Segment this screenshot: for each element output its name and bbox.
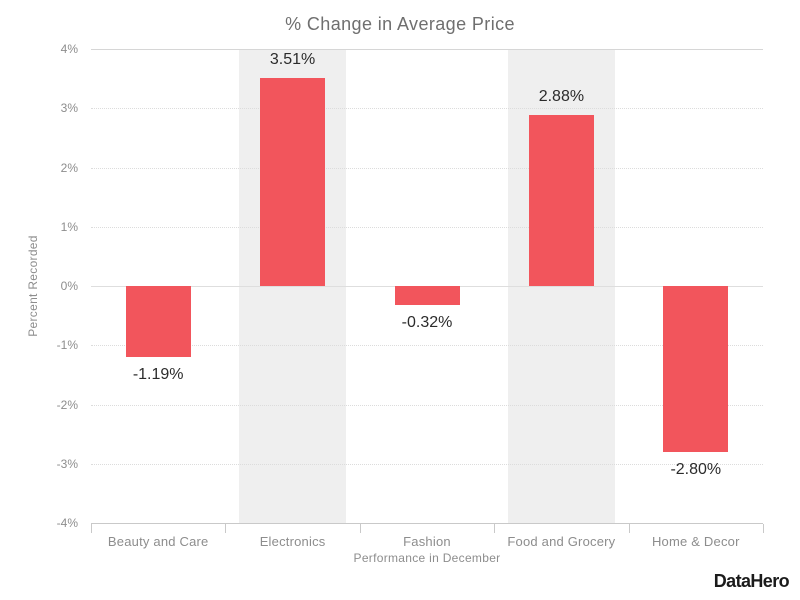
bar[interactable] bbox=[260, 78, 326, 286]
grid-line bbox=[91, 345, 763, 347]
bar-value-label: -0.32% bbox=[401, 313, 453, 331]
bar[interactable] bbox=[125, 286, 191, 357]
y-tick-label: 0% bbox=[60, 279, 78, 293]
x-axis-line bbox=[91, 523, 763, 524]
bar[interactable] bbox=[528, 115, 594, 286]
category-label: Food and Grocery bbox=[507, 534, 616, 549]
bar[interactable] bbox=[663, 286, 729, 452]
grid-line bbox=[91, 49, 763, 50]
y-tick-label: -1% bbox=[56, 338, 78, 353]
y-tick-label: 4% bbox=[60, 42, 78, 56]
x-axis-tick bbox=[91, 524, 92, 533]
x-axis-tick bbox=[628, 524, 630, 533]
y-tick-label: 2% bbox=[60, 160, 78, 175]
category-label: Electronics bbox=[259, 534, 326, 549]
y-tick-label: -2% bbox=[56, 397, 78, 412]
x-axis-title: Performance in December bbox=[353, 551, 501, 565]
y-tick-label: -3% bbox=[56, 456, 78, 471]
bar[interactable] bbox=[394, 286, 460, 305]
grid-line bbox=[91, 404, 763, 406]
category-label: Home & Decor bbox=[651, 534, 740, 549]
y-tick-label: 1% bbox=[60, 219, 78, 234]
bar-value-label: 2.88% bbox=[538, 88, 585, 106]
x-axis-tick bbox=[359, 524, 361, 533]
bar-value-label: 3.51% bbox=[269, 51, 316, 69]
category-label: Fashion bbox=[403, 534, 451, 549]
bar-value-label: -1.19% bbox=[132, 365, 184, 383]
x-axis-tick bbox=[494, 524, 496, 533]
y-tick-label: 3% bbox=[60, 101, 78, 116]
grid-line bbox=[91, 167, 763, 169]
bar-value-label: -2.80% bbox=[670, 460, 722, 478]
y-tick-label: -4% bbox=[56, 516, 78, 530]
datahero-logo: DataHero bbox=[713, 571, 790, 591]
grid-line bbox=[91, 463, 763, 465]
grid-line bbox=[91, 226, 763, 228]
grid-line bbox=[91, 108, 763, 110]
category-label: Beauty and Care bbox=[107, 534, 209, 549]
x-axis-tick bbox=[763, 524, 764, 533]
chart-title: % Change in Average Price bbox=[285, 14, 515, 34]
x-axis-tick bbox=[225, 524, 227, 533]
